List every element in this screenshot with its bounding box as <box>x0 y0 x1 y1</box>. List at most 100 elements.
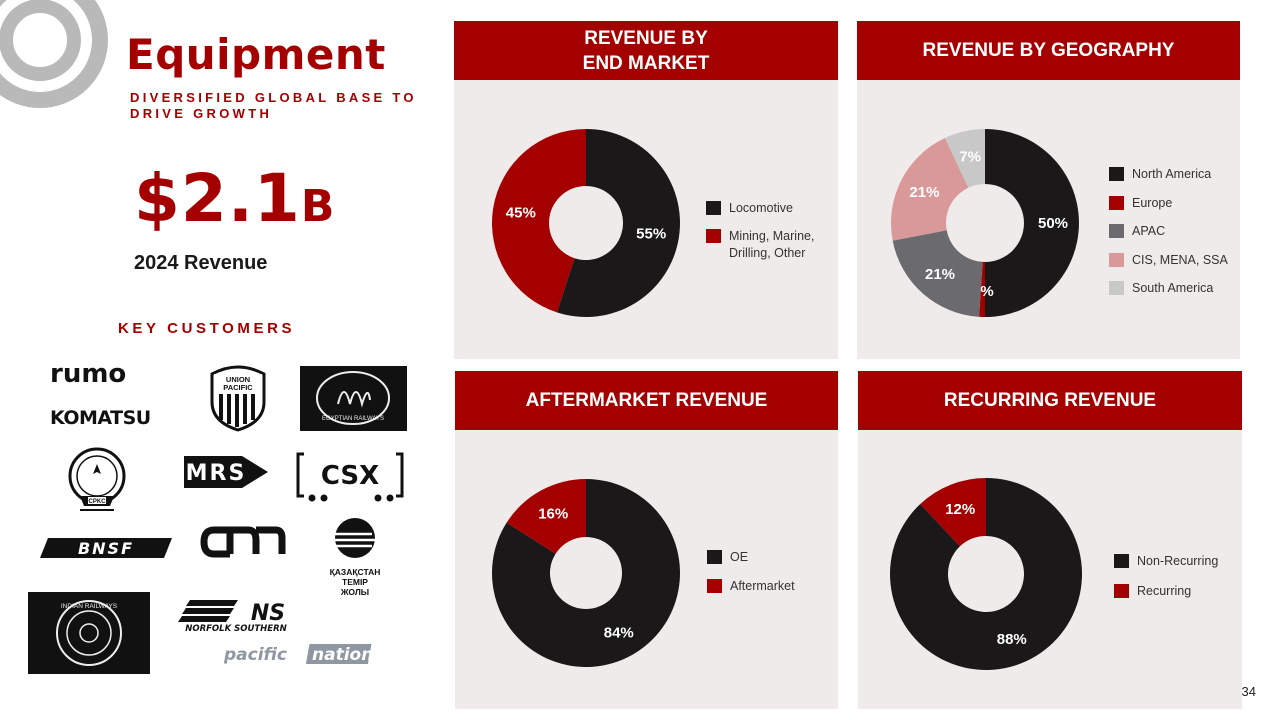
aftermarket-legend: OE Aftermarket <box>707 549 835 607</box>
svg-text:CPKC: CPKC <box>88 499 106 505</box>
legend-item-non-recurring: Non-Recurring <box>1114 553 1240 570</box>
legend-label: OE <box>730 550 749 564</box>
svg-text:rumo: rumo <box>50 359 126 389</box>
legend-label: Europe <box>1132 195 1173 210</box>
svg-text:EGYPTIAN RAILWAYS: EGYPTIAN RAILWAYS <box>322 416 384 422</box>
slice-non-recurring <box>890 478 1082 670</box>
svg-text:NORFOLK SOUTHERN: NORFOLK SOUTHERN <box>185 624 287 634</box>
panel-aftermarket-title-line1: AFTERMARKET REVENUE <box>525 390 768 411</box>
legend-label: Recurring <box>1137 584 1192 598</box>
aftermarket-donut-chart: 84% 16% <box>492 479 680 667</box>
slice-north-america <box>985 129 1079 317</box>
svg-text:PACIFIC: PACIFIC <box>223 383 253 392</box>
svg-text:MRS: MRS <box>186 461 247 486</box>
geography-legend: North America Europe APAC CIS, MENA, SSA Sou… <box>1109 166 1237 309</box>
data-label-locomotive: 55% <box>636 225 666 242</box>
svg-text:INDIAN RAILWAYS: INDIAN RAILWAYS <box>61 603 118 610</box>
svg-text:ҚАЗАҚСТАН: ҚАЗАҚСТАН <box>330 567 381 577</box>
geography-donut-chart: 50%1%21%21%7% <box>891 129 1079 317</box>
svg-text:NS: NS <box>251 601 285 626</box>
end-market-donut-chart: 55% 45% <box>492 129 681 317</box>
panel-end-market-title: REVENUE BY END MARKET <box>454 21 838 80</box>
revenue-label: 2024 Revenue <box>134 252 268 274</box>
legend-item-europe: Europe <box>1109 195 1237 212</box>
legend-item-south-america: South America <box>1109 280 1237 297</box>
panel-geography: REVENUE BY GEOGRAPHY 50% 1% 21% 21% 7% North… <box>857 21 1240 359</box>
cn-logo <box>200 524 286 560</box>
slice-oe <box>492 479 680 667</box>
legend-swatch <box>706 229 721 243</box>
data-label-south-america: 7% <box>959 149 981 166</box>
end-market-legend: Locomotive Mining, Marine, Drilling, Othe… <box>706 200 838 273</box>
csx-logo: CSX <box>294 450 406 504</box>
legend-item-cis-mena-ssa: CIS, MENA, SSA <box>1109 252 1237 269</box>
svg-text:UNION: UNION <box>226 375 250 384</box>
legend-swatch <box>1109 281 1124 295</box>
legend-label: APAC <box>1132 224 1166 238</box>
page-title: Equipment <box>126 30 386 79</box>
revenue-value: $2.1 <box>134 160 301 237</box>
legend-item-locomotive: Locomotive <box>706 200 838 217</box>
komatsu-logo: KOMATSU <box>48 402 172 430</box>
slice-locomotive <box>556 129 681 317</box>
data-label-mining-marine-drilling-other: 45% <box>506 205 536 222</box>
legend-item-aftermarket: Aftermarket <box>707 578 835 595</box>
legend-swatch <box>706 201 721 215</box>
bnsf-logo: BNSF <box>38 534 174 562</box>
data-label-oe: 84% <box>604 625 634 642</box>
panel-end-market-title-line1: REVENUE BY <box>584 27 708 49</box>
legend-swatch <box>1109 224 1124 238</box>
mrs-logo: MRS <box>182 452 272 492</box>
legend-item-mining-marine-drilling-other: Mining, Marine, Drilling, Other <box>706 228 838 262</box>
legend-item-recurring: Recurring <box>1114 583 1240 600</box>
legend-label: North America <box>1132 167 1212 181</box>
recurring-donut-chart: 88% 12% <box>890 478 1082 670</box>
egyptian-railways-logo: EGYPTIAN RAILWAYS <box>300 366 407 431</box>
union-pacific-logo: UNION PACIFIC <box>206 362 270 432</box>
data-label-north-america: 50% <box>1038 215 1068 232</box>
slice-mining-marine-drilling-other <box>492 129 586 313</box>
legend-label: Locomotive <box>729 201 793 215</box>
panel-aftermarket-title: AFTERMARKET REVENUE <box>455 371 838 430</box>
data-label-cis-mena-ssa: 21% <box>909 184 939 201</box>
norfolk-southern-logo: NS NORFOLK SOUTHERN <box>176 598 304 634</box>
legend-swatch <box>707 550 722 564</box>
svg-text:ЖОЛЫ: ЖОЛЫ <box>340 587 369 597</box>
svg-text:BNSF: BNSF <box>78 539 134 558</box>
slice-cis-mena-ssa <box>891 137 969 241</box>
slice-apac <box>892 230 983 317</box>
legend-swatch <box>707 579 722 593</box>
pacific-national-logo: pacific national <box>222 641 374 667</box>
legend-label: Mining, Marine, Drilling, Other <box>729 229 815 260</box>
legend-swatch <box>1109 195 1124 210</box>
legend-label: CIS, MENA, SSA <box>1132 252 1228 267</box>
rumo-logo: rumo <box>48 358 148 390</box>
ktz-logo: ҚАЗАҚСТАН ТЕМІР ЖОЛЫ <box>320 516 390 602</box>
legend-label: South America <box>1132 281 1214 295</box>
panel-recurring-title-line1: RECURRING REVENUE <box>943 390 1157 411</box>
page-subtitle: DIVERSIFIED GLOBAL BASE TO DRIVE GROWTH <box>130 90 417 121</box>
panel-aftermarket: AFTERMARKET REVENUE 84% 16% OE Aftermarket <box>455 371 838 709</box>
revenue-figure: $2.1B <box>134 160 335 237</box>
slice-recurring <box>920 478 986 547</box>
slice-south-america <box>944 129 985 188</box>
data-label-non-recurring: 88% <box>997 631 1027 648</box>
panel-recurring-title: RECURRING REVENUE <box>858 371 1242 430</box>
legend-item-apac: APAC <box>1109 223 1237 240</box>
legend-item-north-america: North America <box>1109 166 1237 183</box>
legend-label: Non-Recurring <box>1137 554 1219 568</box>
svg-text:national: national <box>312 645 374 665</box>
svg-text:ТЕМІР: ТЕМІР <box>342 577 368 587</box>
data-label-apac: 21% <box>925 266 955 283</box>
panel-geography-title: REVENUE BY GEOGRAPHY <box>857 21 1240 80</box>
data-label-aftermarket: 16% <box>538 505 568 522</box>
panel-end-market: REVENUE BY END MARKET 55% 45% Locomotive Mi… <box>454 21 838 359</box>
svg-text:KOMATSU: KOMATSU <box>50 407 151 429</box>
panel-geography-title-line1: REVENUE BY GEOGRAPHY <box>922 40 1175 61</box>
legend-label: Aftermarket <box>730 579 795 593</box>
legend-item-oe: OE <box>707 549 835 566</box>
svg-text:pacific: pacific <box>223 645 287 665</box>
key-customers-heading: KEY CUSTOMERS <box>118 320 296 337</box>
legend-swatch <box>1109 252 1124 267</box>
page-number: 34 <box>1241 684 1256 699</box>
